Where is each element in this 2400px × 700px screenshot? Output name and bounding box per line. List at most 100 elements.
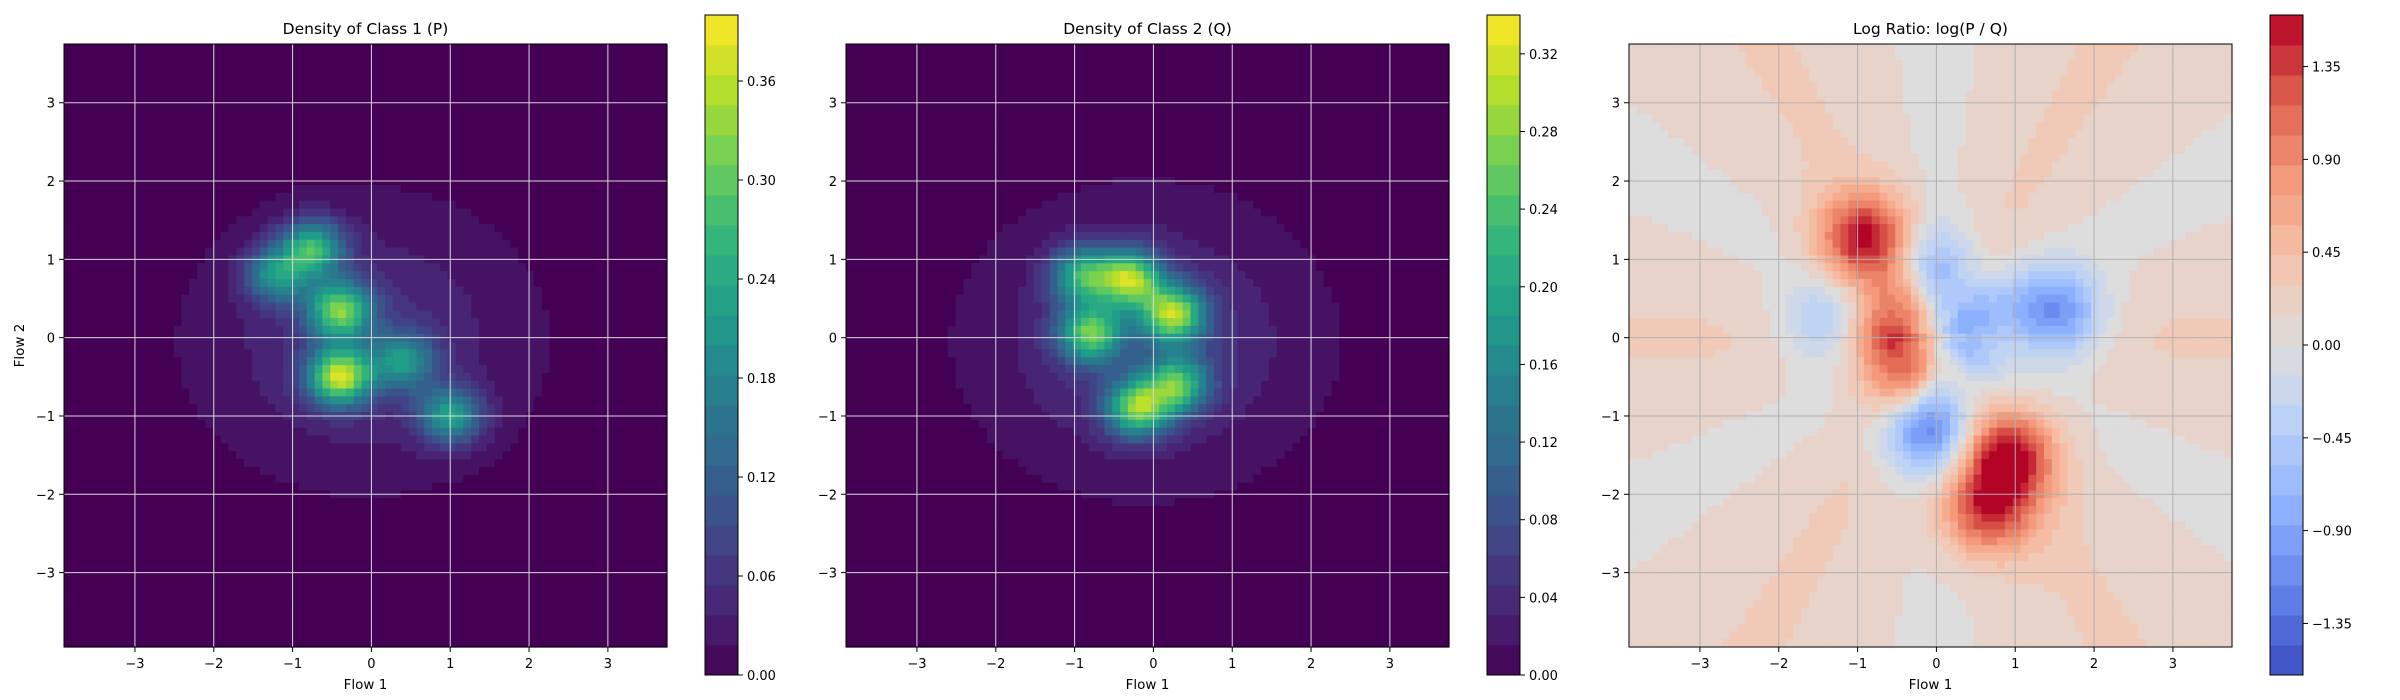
x-tick-label: 2 xyxy=(2090,657,2098,672)
colorbar-level xyxy=(1487,345,1520,376)
colorbar-level xyxy=(2270,645,2303,676)
y-tick-label: −3 xyxy=(36,567,55,582)
colorbar-tick-label: 0.12 xyxy=(1529,436,1558,451)
colorbar-level xyxy=(1487,165,1520,196)
colorbar-tick-label: 0.24 xyxy=(747,273,776,288)
colorbar-tick-label: 0.00 xyxy=(1529,669,1558,684)
x-tick-label: −2 xyxy=(1769,657,1788,672)
y-tick-label: 1 xyxy=(1612,253,1620,268)
x-axis-label: Flow 1 xyxy=(344,677,388,693)
colorbar-tick-label: 0.24 xyxy=(1529,203,1558,218)
colorbar: 0.00 0.04 0.08 0.12 0.16 0.20 0.24 0.28 0.32 xyxy=(1486,14,1558,684)
colorbar-level xyxy=(705,225,738,256)
y-tick-label: −2 xyxy=(818,488,837,503)
chart-title: Density of Class 1 (P) xyxy=(283,20,449,38)
colorbar-level xyxy=(2270,495,2303,526)
plot-frame xyxy=(63,43,668,648)
colorbar: 0.00 0.06 0.12 0.18 0.24 0.30 0.36 xyxy=(704,14,776,684)
colorbar-level xyxy=(2270,315,2303,346)
colorbar-level xyxy=(705,135,738,166)
colorbar-level xyxy=(2270,45,2303,76)
chart-panel-1: −3 −2 −1 0 1 2 3 −3 −2 −1 0 1 2 3 Density of Class 1 (… xyxy=(12,14,776,693)
colorbar-level xyxy=(2270,345,2303,376)
chart-title: Density of Class 2 (Q) xyxy=(1063,20,1232,38)
colorbar-level xyxy=(1487,45,1520,76)
colorbar-frame xyxy=(1486,14,1521,676)
y-tick-label: 2 xyxy=(829,175,837,190)
colorbar-level xyxy=(2270,285,2303,316)
x-tick-label: −3 xyxy=(1690,657,1709,672)
colorbar-level xyxy=(1487,135,1520,166)
x-tick-label: 3 xyxy=(2169,657,2177,672)
x-tick-label: 3 xyxy=(604,657,612,672)
y-tick-label: −3 xyxy=(1601,567,1620,582)
colorbar-tick-label: 0.00 xyxy=(2312,339,2341,354)
x-tick-label: −2 xyxy=(204,657,223,672)
heatmap-field xyxy=(846,44,1450,648)
colorbar-level xyxy=(1487,75,1520,106)
colorbar-level xyxy=(1487,645,1520,676)
colorbar-level xyxy=(1487,525,1520,556)
colorbar-level xyxy=(705,165,738,196)
y-tick-label: 2 xyxy=(47,175,55,190)
colorbar-tick-label: 0.90 xyxy=(2312,153,2341,168)
colorbar-level xyxy=(1487,225,1520,256)
colorbar-level xyxy=(2270,105,2303,136)
colorbar-level xyxy=(2270,435,2303,466)
x-tick-label: −2 xyxy=(986,657,1005,672)
x-tick-label: 3 xyxy=(1386,657,1394,672)
colorbar-level xyxy=(705,375,738,406)
colorbar-level xyxy=(705,75,738,106)
y-tick-label: −3 xyxy=(818,567,837,582)
colorbar-level xyxy=(705,525,738,556)
x-tick-label: 2 xyxy=(1307,657,1315,672)
x-tick-label: −1 xyxy=(1065,657,1084,672)
y-tick-label: 2 xyxy=(1612,175,1620,190)
colorbar-tick-label: 0.16 xyxy=(1529,358,1558,373)
colorbar-tick-label: 1.35 xyxy=(2312,61,2341,76)
colorbar-level xyxy=(705,345,738,376)
x-tick-label: −1 xyxy=(283,657,302,672)
x-tick-label: −1 xyxy=(1848,657,1867,672)
chart-panel-2: −3 −2 −1 0 1 2 3 −3 −2 −1 0 1 2 3 Density of Class 2 (… xyxy=(818,14,1558,693)
colorbar-level xyxy=(2270,375,2303,406)
y-tick-label: 3 xyxy=(1612,97,1620,112)
colorbar-level xyxy=(705,405,738,436)
x-tick-label: 0 xyxy=(367,657,375,672)
y-tick-label: 0 xyxy=(1612,332,1620,347)
y-tick-label: 1 xyxy=(47,253,55,268)
colorbar-level xyxy=(1487,435,1520,466)
colorbar-tick-label: 0.06 xyxy=(747,570,776,585)
x-axis-label: Flow 1 xyxy=(1126,677,1170,693)
colorbar-level xyxy=(705,555,738,586)
y-tick-label: 0 xyxy=(47,332,55,347)
colorbar-level xyxy=(2270,195,2303,226)
colorbar-level xyxy=(1487,255,1520,286)
y-tick-label: −1 xyxy=(36,410,55,425)
y-tick-label: 3 xyxy=(47,97,55,112)
colorbar-tick-label: 0.20 xyxy=(1529,281,1558,296)
colorbar-level xyxy=(2270,465,2303,496)
colorbar-level xyxy=(2270,405,2303,436)
colorbar-level xyxy=(2270,225,2303,256)
y-tick-label: −1 xyxy=(818,410,837,425)
x-tick-label: 2 xyxy=(525,657,533,672)
colorbar-level xyxy=(1487,555,1520,586)
colorbar-tick-label: 0.30 xyxy=(747,174,776,189)
colorbar-level xyxy=(1487,465,1520,496)
plot-frame xyxy=(845,43,1450,648)
colorbar-level xyxy=(705,255,738,286)
colorbar-level xyxy=(705,465,738,496)
colorbar-level xyxy=(705,45,738,76)
chart-panel-3: −3 −2 −1 0 1 2 3 −3 −2 −1 0 1 2 3 Log Ratio: log(P / Q… xyxy=(1601,14,2352,693)
colorbar-level xyxy=(705,585,738,616)
colorbar-frame xyxy=(704,14,739,676)
colorbar-level xyxy=(1487,315,1520,346)
colorbar-level xyxy=(705,435,738,466)
colorbar-level xyxy=(1487,495,1520,526)
colorbar-level xyxy=(2270,525,2303,556)
colorbar: −1.35 −0.90 −0.45 0.00 0.45 0.90 1.35 xyxy=(2269,14,2352,676)
colorbar-level xyxy=(1487,105,1520,136)
colorbar-tick-label: −0.45 xyxy=(2312,432,2352,447)
colorbar-tick-label: 0.28 xyxy=(1529,125,1558,140)
